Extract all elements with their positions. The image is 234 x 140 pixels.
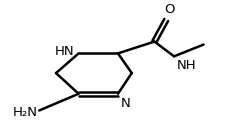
Text: O: O	[164, 3, 174, 16]
Text: NH: NH	[177, 59, 197, 72]
Text: N: N	[121, 97, 131, 110]
Text: HN: HN	[55, 45, 75, 58]
Text: H₂N: H₂N	[12, 106, 37, 119]
